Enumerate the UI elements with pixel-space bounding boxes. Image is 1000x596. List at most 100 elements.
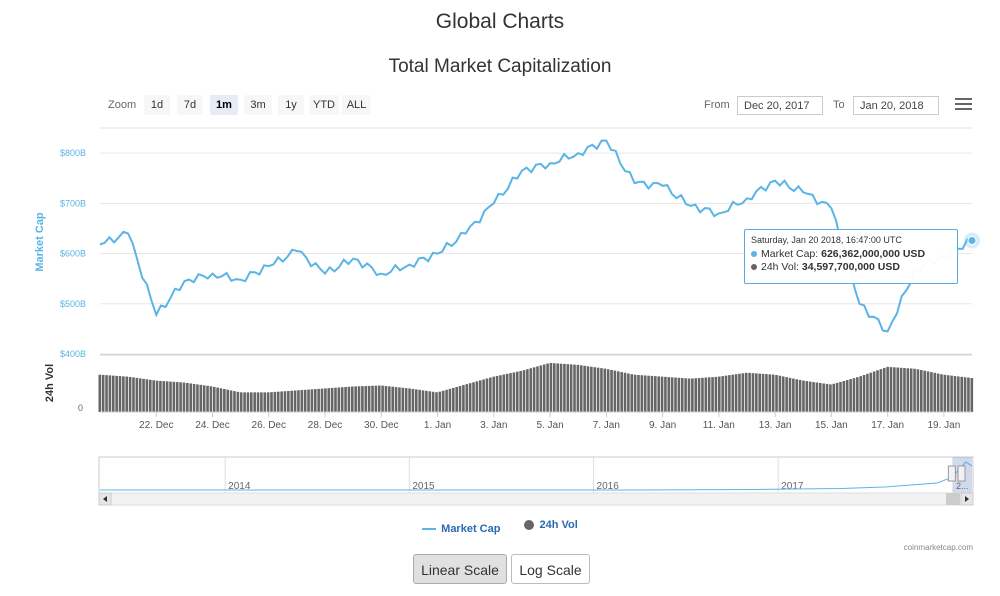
volume-bar — [273, 391, 277, 412]
volume-bar — [489, 377, 492, 412]
volume-bar — [606, 369, 610, 412]
x-tick-label: 26. Dec — [252, 420, 286, 431]
volume-bar — [765, 374, 768, 412]
zoom-button-7d[interactable]: 7d — [177, 95, 203, 115]
navigator-year-label: 2016 — [597, 481, 620, 492]
x-tick-label: 11. Jan — [703, 420, 735, 431]
volume-bar — [307, 389, 310, 412]
volume-bar — [152, 380, 155, 412]
volume-bar — [684, 378, 687, 412]
volume-bar — [505, 373, 509, 412]
volume-bar — [435, 392, 438, 412]
volume-bar — [293, 390, 297, 412]
volume-bar — [610, 369, 613, 412]
volume-bar — [775, 375, 778, 412]
volume-bar — [526, 369, 529, 412]
tooltip-market-cap-label: Market Cap: — [761, 248, 819, 260]
volume-bar — [576, 364, 580, 412]
x-tick-label: 22. Dec — [139, 420, 173, 431]
volume-bar — [933, 372, 937, 412]
volume-bar — [239, 392, 243, 412]
volume-bar — [691, 378, 694, 412]
volume-bar — [515, 371, 519, 412]
credit-link[interactable]: coinmarketcap.com — [903, 543, 973, 552]
volume-bar — [105, 375, 108, 412]
volume-bar — [428, 391, 432, 412]
chart-legend: Market Cap 24h Vol — [0, 519, 1000, 535]
volume-bar — [371, 385, 374, 412]
volume-bar — [448, 388, 452, 412]
volume-bar — [734, 374, 738, 412]
x-axis: 22. Dec 24. Dec 26. Dec 28. Dec 30. Dec 1. Ja… — [100, 411, 972, 431]
volume-bar — [330, 387, 334, 412]
volume-bar — [202, 385, 206, 412]
zoom-button-1m[interactable]: 1m — [210, 95, 238, 115]
legend-item-volume[interactable]: 24h Vol — [523, 519, 578, 531]
volume-bar — [788, 377, 792, 412]
volume-bar — [862, 374, 866, 412]
volume-bar — [768, 374, 772, 412]
zoom-button-1d[interactable]: 1d — [144, 95, 170, 115]
volume-bar — [654, 376, 657, 412]
zoom-button-1y[interactable]: 1y — [278, 95, 304, 115]
navigator-handle-left[interactable] — [947, 465, 956, 482]
to-date-input[interactable]: Jan 20, 2018 — [853, 96, 939, 115]
x-tick-label: 3. Jan — [480, 420, 507, 431]
volume-bar — [845, 380, 849, 412]
volume-bar — [276, 391, 280, 412]
volume-bar — [761, 373, 765, 412]
hamburger-menu-icon[interactable] — [955, 98, 972, 112]
volume-bar — [866, 373, 869, 412]
volume-bar — [579, 365, 583, 412]
volume-bar — [707, 377, 711, 412]
y-tick-label: $800B — [60, 148, 86, 158]
volume-bar — [680, 378, 684, 412]
volume-bar — [394, 387, 398, 412]
y-tick-label: $500B — [60, 299, 86, 309]
volume-bar — [478, 380, 482, 412]
volume-bar — [724, 375, 728, 412]
volume-bar — [539, 365, 543, 412]
volume-bar — [354, 386, 357, 412]
zoom-button-3m[interactable]: 3m — [244, 95, 272, 115]
volume-bar — [132, 377, 135, 412]
volume-bar — [182, 382, 186, 412]
volume-dot-icon — [751, 264, 757, 271]
volume-bar — [896, 367, 900, 412]
zoom-button-all[interactable]: ALL — [342, 95, 371, 115]
legend-item-market-cap[interactable]: Market Cap — [422, 523, 500, 535]
volume-bar — [872, 371, 876, 412]
volume-bar — [313, 389, 317, 412]
volume-bar — [219, 388, 223, 412]
volume-bar — [196, 384, 199, 412]
volume-bar — [266, 392, 270, 412]
y-axis: $800B $700B $600B $500B $400B — [60, 148, 86, 359]
volume-bar — [468, 383, 472, 412]
volume-bar — [445, 389, 448, 412]
x-tick-label: 1. Jan — [424, 420, 451, 431]
volume-bar — [270, 392, 273, 412]
volume-bar — [697, 378, 701, 412]
navigator[interactable]: 2014 2015 2016 2017 2... — [98, 456, 974, 494]
volume-bar — [818, 382, 822, 412]
volume-bar — [125, 376, 129, 412]
from-date-input[interactable]: Dec 20, 2017 — [737, 96, 823, 115]
linear-scale-button[interactable]: Linear Scale — [413, 554, 507, 584]
volume-bar — [280, 391, 283, 412]
scroll-thumb[interactable] — [946, 493, 960, 505]
volume-bar — [472, 382, 475, 412]
volume-bar — [613, 370, 617, 412]
y-tick-label: $600B — [60, 249, 86, 259]
volume-bar — [482, 379, 485, 412]
legend-market-cap-label: Market Cap — [441, 523, 501, 535]
volume-bar — [111, 375, 115, 412]
log-scale-button[interactable]: Log Scale — [511, 554, 590, 584]
market-cap-line — [99, 139, 973, 333]
zoom-button-ytd[interactable]: YTD — [309, 95, 339, 115]
navigator-scrollbar[interactable] — [98, 492, 974, 506]
navigator-handle-right[interactable] — [957, 465, 966, 482]
volume-bar — [438, 391, 442, 412]
volume-bar — [919, 370, 923, 412]
volume-bar — [633, 374, 637, 412]
volume-bar — [677, 377, 681, 412]
